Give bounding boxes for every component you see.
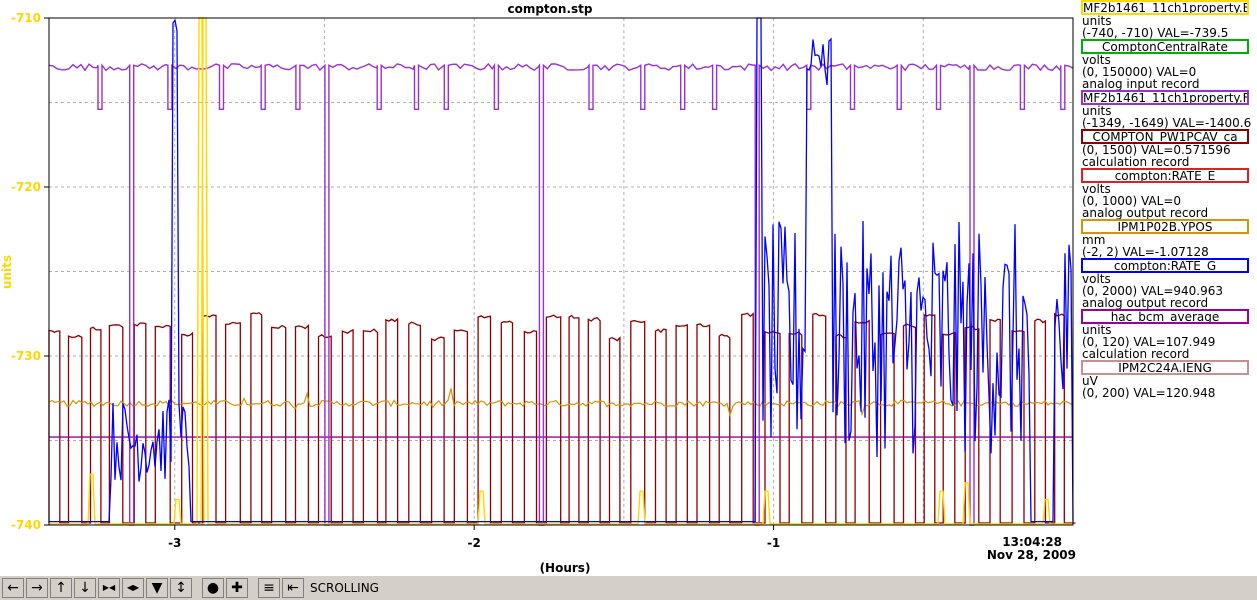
shrink-horizontal-icon[interactable]: ▶◀	[98, 578, 120, 598]
legend-range-value: (0, 1500) VAL=0.571596	[1082, 143, 1231, 157]
legend-series-name: IPM2C24A.IENG	[1081, 360, 1249, 375]
arrow-up-icon[interactable]: ↑	[50, 578, 72, 598]
legend-series-name: IPM1P02B.YPOS	[1081, 219, 1249, 234]
legend: MF2b1461_11ch1property.E units (-740, -710…	[1076, 0, 1257, 575]
legend-series-name: COMPTON_PW1PCAV_ca	[1081, 129, 1249, 144]
legend-type-line: calculation record	[1082, 155, 1190, 169]
y-tick-label: -730	[11, 349, 41, 363]
legend-units: volts	[1082, 272, 1111, 286]
series-layer	[48, 17, 1076, 526]
plot-frame	[48, 17, 1074, 526]
legend-range-value: (0, 200) VAL=120.948	[1082, 386, 1216, 400]
series-compton-pw1pcav	[48, 312, 1076, 524]
legend-item[interactable]: IPM1P02B.YPOS mm (-2, 2) VAL=-1.07128	[1076, 219, 1257, 258]
scrolling-status: SCROLLING	[310, 581, 379, 595]
timestamp-time: 13:04:28	[1002, 535, 1062, 549]
arrow-right-icon[interactable]: →	[26, 578, 48, 598]
legend-item[interactable]: compton:RATE_G volts (0, 2000) VAL=940.963…	[1076, 258, 1257, 309]
legend-item[interactable]: compton:RATE_E volts (0, 1000) VAL=0 analog…	[1076, 168, 1257, 219]
legend-item[interactable]: MF2b1461_11ch1property.F units (-1349, -16…	[1076, 90, 1257, 129]
legend-series-name: MF2b1461_11ch1property.F	[1081, 90, 1249, 105]
crosshair-icon[interactable]: ✚	[226, 578, 248, 598]
expand-horizontal-icon[interactable]: ◀▶	[122, 578, 144, 598]
legend-item[interactable]: hac_bcm_average units (0, 120) VAL=107.949…	[1076, 309, 1257, 360]
chart-area: compton.stp units (Hours) 13:04:28 Nov 2…	[0, 2, 1076, 575]
legend-type-line: analog output record	[1082, 206, 1209, 220]
y-tick-label: -720	[11, 180, 41, 194]
series-mf2b1461-f	[48, 62, 1074, 526]
legend-item[interactable]: COMPTON_PW1PCAV_ca (0, 1500) VAL=0.571596…	[1076, 129, 1257, 168]
legend-units: uV	[1082, 374, 1098, 388]
legend-item[interactable]: ComptonCentralRate volts (0, 150000) VAL=0…	[1076, 39, 1257, 90]
expand-vertical-icon[interactable]: ↕	[170, 578, 192, 598]
legend-range-value: (-1349, -1649) VAL=-1400.6	[1082, 116, 1252, 130]
arrow-left-icon[interactable]: ←	[2, 578, 24, 598]
back-icon[interactable]: ⇤	[282, 578, 304, 598]
timestamp-date: Nov 28, 2009	[987, 548, 1076, 562]
x-tick-label: -2	[467, 536, 480, 550]
ticks: -710 -720 -730 -740 -3 -2 -1	[11, 11, 780, 550]
fit-icon[interactable]: ≡	[258, 578, 280, 598]
legend-series-name: compton:RATE_E	[1081, 168, 1249, 183]
legend-type-line: analog output record	[1082, 296, 1209, 310]
legend-units: volts	[1082, 182, 1111, 196]
grid	[49, 17, 1073, 526]
legend-series-name: ComptonCentralRate	[1081, 39, 1249, 54]
legend-range-value: (-740, -710) VAL=-739.5	[1082, 26, 1229, 40]
legend-range-value: (0, 150000) VAL=0	[1082, 65, 1197, 79]
legend-series-name: hac_bcm_average	[1081, 309, 1249, 324]
series-mf2b1461-e	[49, 17, 1073, 525]
legend-item[interactable]: MF2b1461_11ch1property.E units (-740, -710…	[1076, 0, 1257, 39]
series-compton-rate-g	[49, 17, 1074, 523]
x-tick-label: -1	[767, 536, 780, 550]
legend-units: units	[1082, 323, 1112, 337]
toolbar: ← → ↑ ↓ ▶◀ ◀▶ ▼ ↕ ● ✚ ≡ ⇤ SCROLLING	[0, 575, 1257, 600]
chart-title: compton.stp	[507, 2, 592, 16]
y-axis-label: units	[0, 255, 14, 289]
legend-units: mm	[1082, 233, 1106, 247]
y-tick-label: -710	[11, 11, 41, 25]
shrink-vertical-icon[interactable]: ▼	[146, 578, 168, 598]
legend-item[interactable]: IPM2C24A.IENG uV (0, 200) VAL=120.948	[1076, 360, 1257, 399]
legend-type-line: analog input record	[1082, 77, 1200, 91]
legend-units: units	[1082, 104, 1112, 118]
legend-type-line: calculation record	[1082, 347, 1190, 361]
legend-range-value: (0, 2000) VAL=940.963	[1082, 284, 1223, 298]
legend-units: units	[1082, 14, 1112, 28]
x-axis-label: (Hours)	[540, 561, 591, 575]
legend-series-name: compton:RATE_G	[1081, 258, 1249, 273]
legend-range-value: (0, 120) VAL=107.949	[1082, 335, 1216, 349]
series-ipm1p02b-ypos	[48, 388, 1073, 418]
record-icon[interactable]: ●	[202, 578, 224, 598]
legend-series-name: MF2b1461_11ch1property.E	[1081, 0, 1249, 15]
arrow-down-icon[interactable]: ↓	[74, 578, 96, 598]
y-tick-label: -740	[11, 518, 41, 532]
x-tick-label: -3	[168, 536, 181, 550]
legend-range-value: (-2, 2) VAL=-1.07128	[1082, 245, 1209, 259]
legend-range-value: (0, 1000) VAL=0	[1082, 194, 1182, 208]
legend-units: volts	[1082, 53, 1111, 67]
